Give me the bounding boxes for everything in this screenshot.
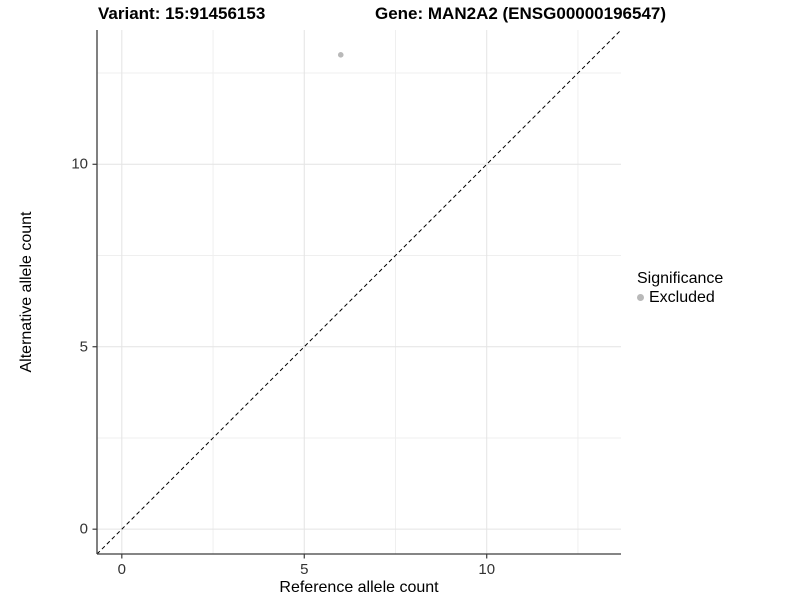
data-point	[337, 52, 344, 58]
legend-item-label: Excluded	[649, 289, 715, 306]
y-axis-label: Alternative allele count	[18, 211, 35, 373]
identity-reference-line	[96, 29, 622, 555]
x-axis-label: Reference allele count	[279, 579, 439, 596]
y-tick-label: 10	[71, 155, 88, 173]
legend-title: Significance	[637, 270, 724, 287]
y-tick-label: 0	[79, 520, 88, 538]
x-tick-label: 10	[478, 561, 496, 578]
gene-title: Gene: MAN2A2 (ENSG00000196547)	[375, 4, 667, 23]
y-tick-label: 5	[79, 338, 88, 356]
x-tick-label: 5	[300, 561, 309, 578]
variant-title: Variant: 15:91456153	[98, 4, 266, 23]
x-tick-label: 0	[117, 561, 126, 578]
legend-point-swatch	[637, 294, 644, 301]
legend-item-excluded: Excluded	[637, 288, 723, 307]
legend: Significance Excluded	[637, 269, 723, 307]
